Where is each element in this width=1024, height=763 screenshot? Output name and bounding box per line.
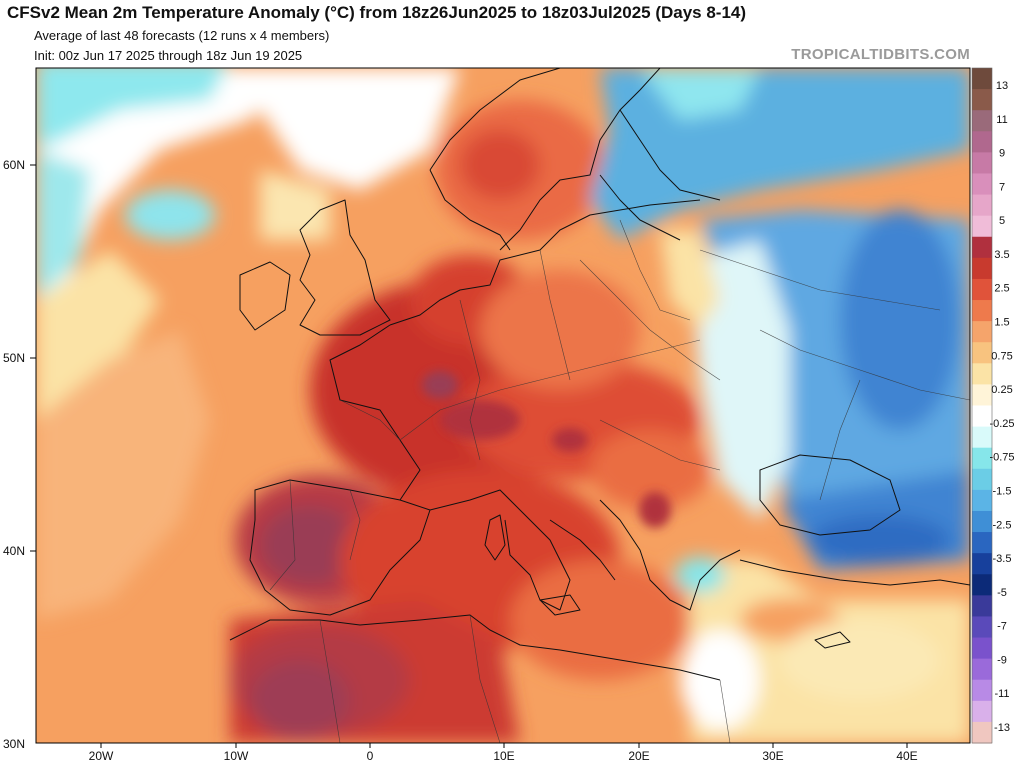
colorbar-swatch [972,173,992,196]
colorbar-label: 9 [999,148,1005,160]
lat-label-60n: 60N [3,158,25,172]
colorbar-swatch [972,342,992,364]
lon-axis: 20W 10W 0 10E 20E 30E 40E [89,743,918,763]
colorbar-label: -9 [997,654,1007,666]
colorbar-swatch [972,89,992,111]
colorbar-swatch [972,384,992,407]
colorbar-swatch [972,236,992,259]
colorbar-swatch [972,658,992,681]
colorbar-label: -5 [997,587,1007,599]
colorbar-swatch [972,152,992,175]
lon-label-40e: 40E [896,749,917,763]
lat-label-40n: 40N [3,544,25,558]
colorbar-label: -0.75 [989,452,1014,464]
country-borders [269,219,970,743]
lat-label-30n: 30N [3,737,25,751]
anomaly-field [36,68,970,743]
lon-label-10e: 10E [493,749,514,763]
colorbar-swatch [972,300,992,322]
colorbar-swatch [972,510,992,533]
colorbar-label: -7 [997,621,1007,633]
lon-label-20e: 20E [628,749,649,763]
colorbar-swatch [972,574,992,596]
colorbar-label: 5 [999,215,1005,227]
colorbar-label: -13 [994,722,1010,734]
colorbar-swatch [972,721,992,744]
chart-subtitle-init: Init: 00z Jun 17 2025 through 18z Jun 19… [34,48,303,63]
lat-label-50n: 50N [3,351,25,365]
colorbar [971,67,993,744]
colorbar-swatch [972,426,992,449]
colorbar-swatch [972,468,992,491]
lon-label-10w: 10W [224,749,249,763]
colorbar-label: 3.5 [994,249,1009,261]
colorbar-label: -11 [994,688,1009,700]
colorbar-label: 2.5 [994,283,1009,295]
colorbar-swatch [972,405,992,428]
colorbar-swatch [972,595,992,618]
colorbar-swatch [972,700,992,723]
lat-axis: 60N 50N 40N 30N [3,158,36,751]
colorbar-label: 0.25 [991,384,1012,396]
colorbar-label: 1.5 [994,317,1009,329]
colorbar-label: 13 [996,80,1008,92]
colorbar-swatch [972,679,992,702]
colorbar-swatch [972,553,992,575]
lon-label-30e: 30E [762,749,783,763]
colorbar-swatch [972,110,992,132]
chart-title: CFSv2 Mean 2m Temperature Anomaly (°C) f… [7,3,747,22]
colorbar-label: -3.5 [993,553,1012,565]
colorbar-swatch [972,489,992,512]
colorbar-frame [971,67,993,744]
colorbar-label: -0.25 [989,418,1014,430]
plot-frame [35,67,971,744]
colorbar-label: 11 [996,114,1007,126]
colorbar-swatch [972,616,992,639]
colorbar-labels: 13 11 9 7 5 3.5 2.5 1.5 0.75 0.25 -0.25 -0.75 -1.5 -2… [989,80,1014,734]
colorbar-swatch [972,363,992,386]
chart-subtitle-ensemble: Average of last 48 forecasts (12 runs x … [34,28,330,43]
colorbar-swatch [972,194,992,217]
colorbar-swatch [972,131,992,153]
brand-watermark: TROPICALTIDBITS.COM [791,46,970,63]
colorbar-swatch [972,257,992,280]
colorbar-swatch [972,68,992,90]
colorbar-swatch [972,278,992,301]
lon-label-20w: 20W [89,749,114,763]
lon-label-0: 0 [367,749,374,763]
colorbar-label: 0.75 [991,350,1012,362]
colorbar-label: -2.5 [993,519,1012,531]
coastlines [229,68,970,681]
colorbar-label: 7 [999,181,1005,193]
colorbar-swatch [972,532,992,554]
colorbar-swatch [972,637,992,660]
colorbar-swatch [972,321,992,343]
colorbar-swatch [972,215,992,238]
colorbar-swatch [972,447,992,470]
colorbar-label: -1.5 [993,485,1012,497]
